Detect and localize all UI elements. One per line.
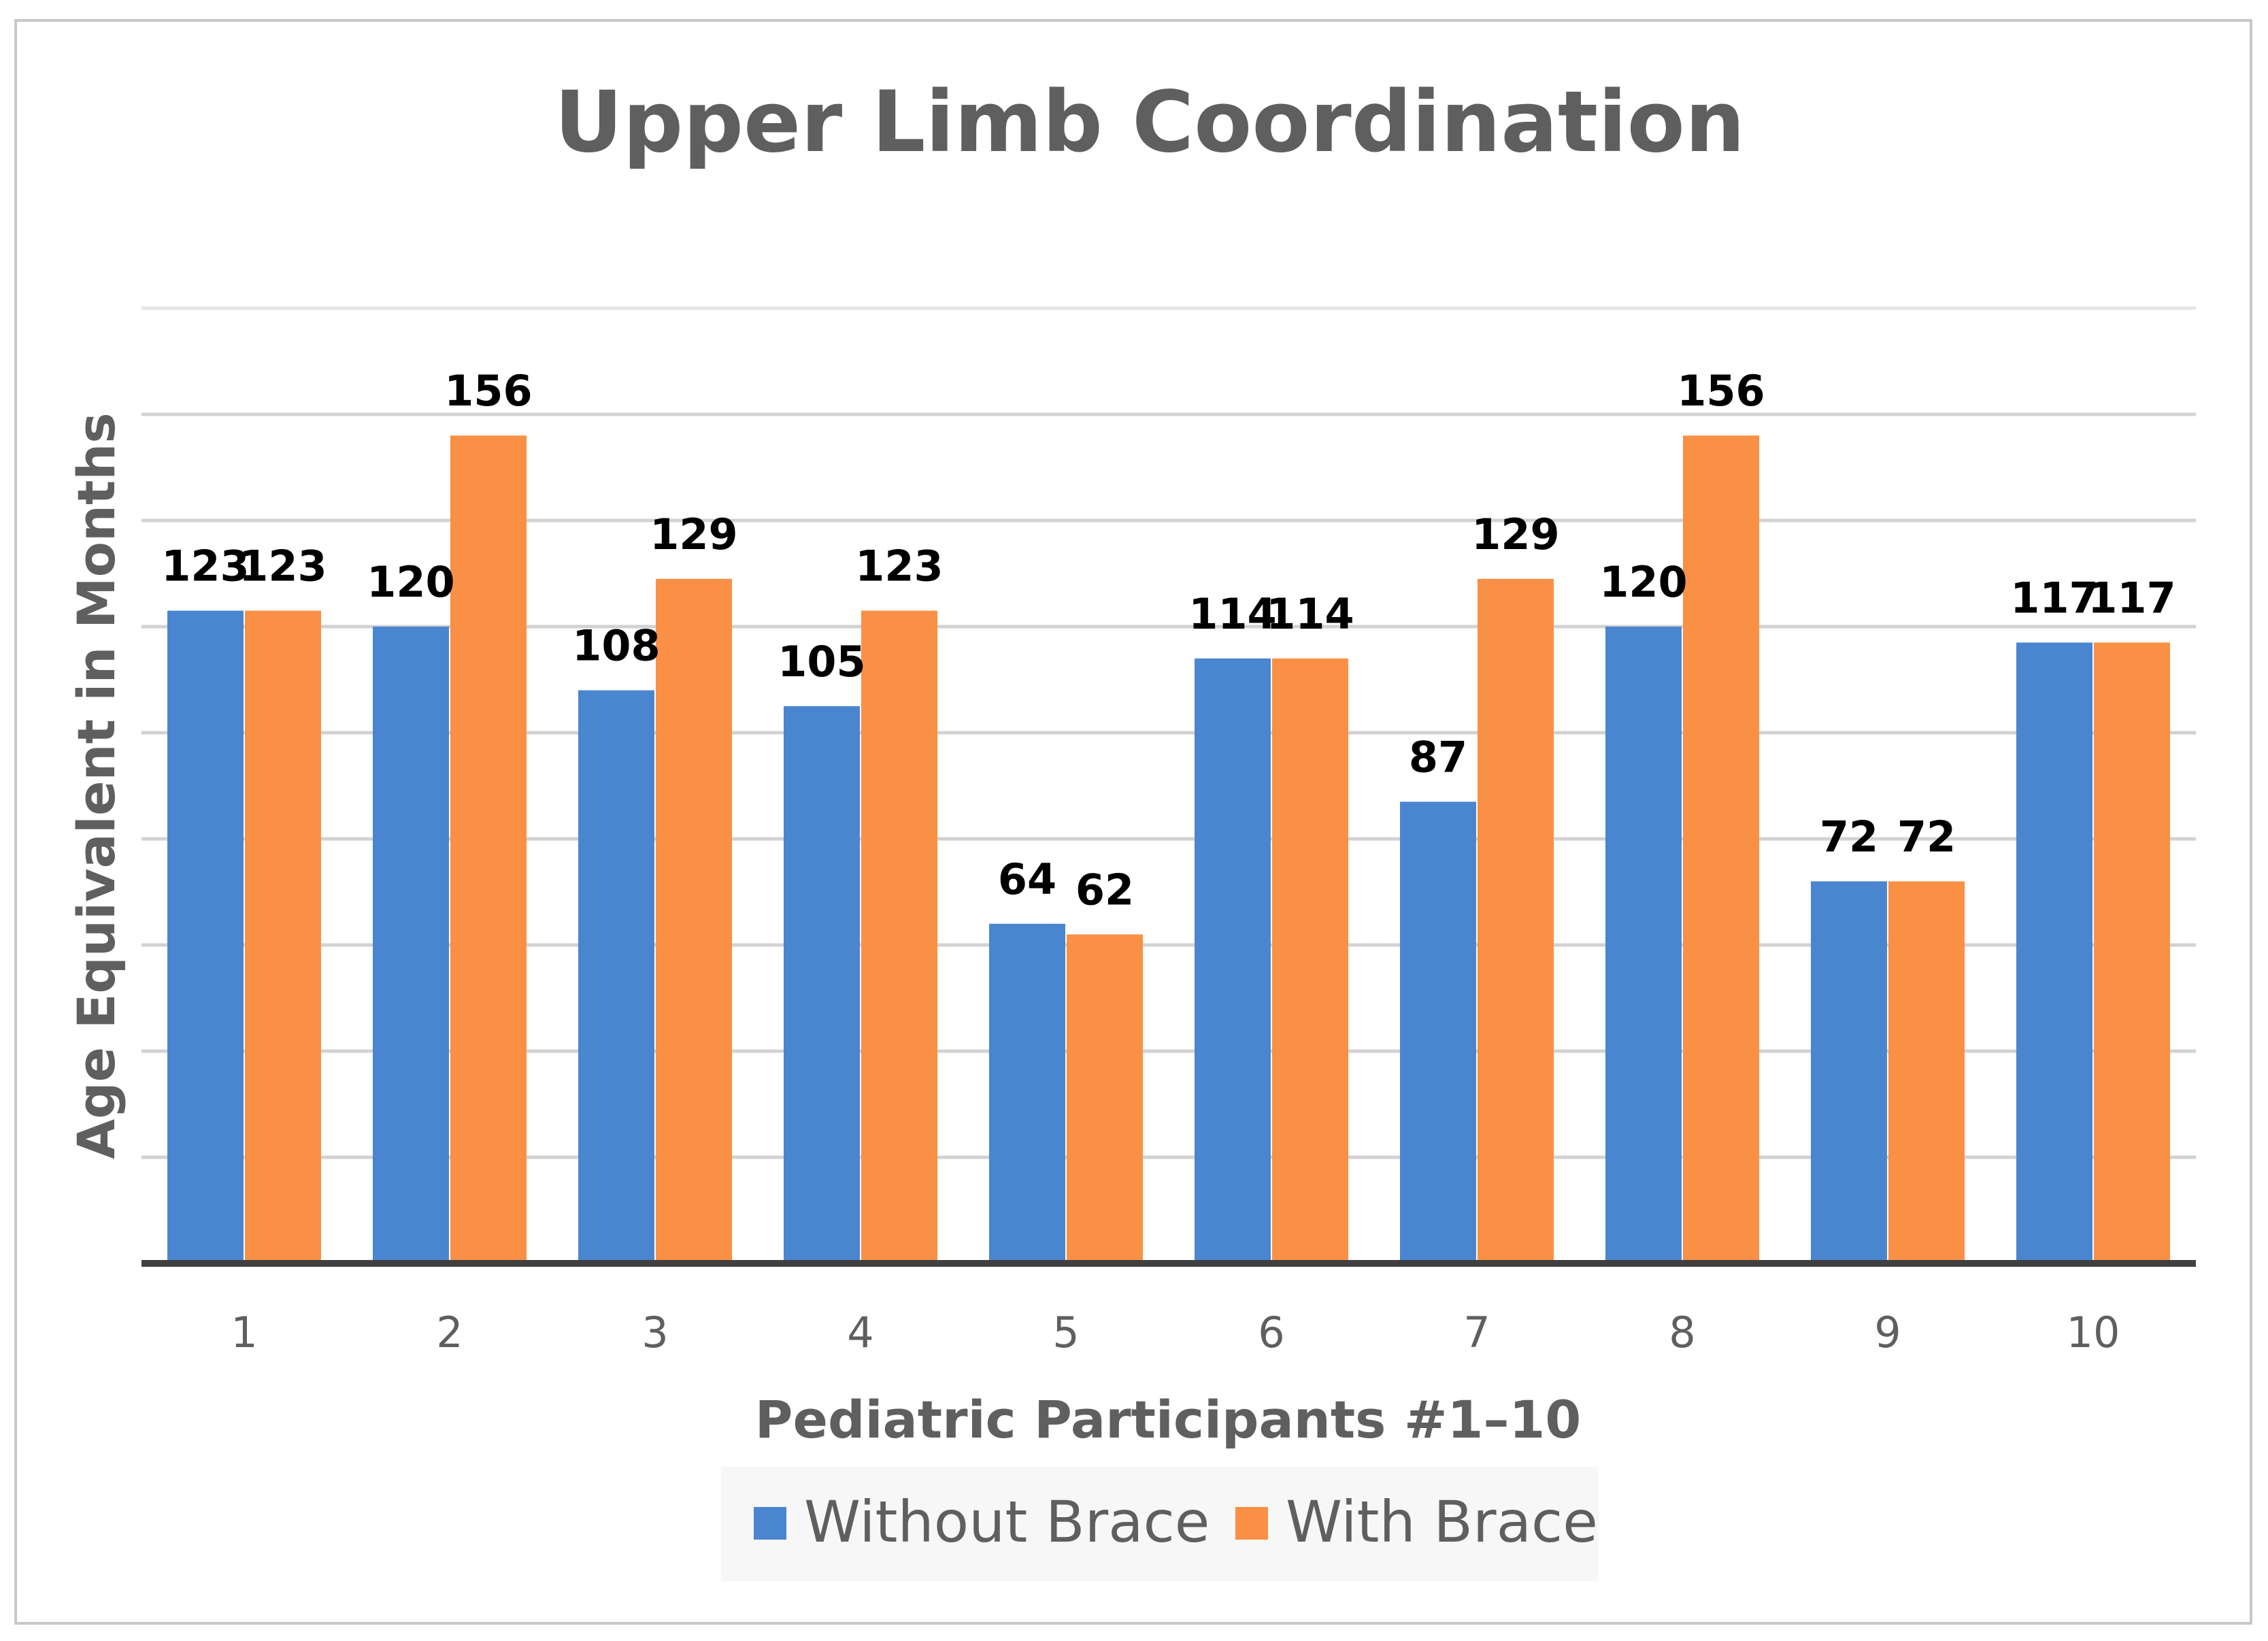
bar-with-brace-1 xyxy=(245,610,321,1263)
bar-without-brace-5 xyxy=(989,923,1065,1263)
data-label-without-brace-5: 64 xyxy=(998,855,1056,904)
x-tick-label: 9 xyxy=(1874,1308,1901,1357)
x-tick-labels: 1 2 3 4 5 6 7 8 9 10 xyxy=(231,1308,2120,1357)
data-label-without-brace-1: 123 xyxy=(161,542,249,591)
bar-with-brace-9 xyxy=(1888,881,1965,1263)
data-label-with-brace-2: 156 xyxy=(444,366,532,416)
data-label-with-brace-7: 129 xyxy=(1471,510,1559,559)
x-tick-label: 6 xyxy=(1258,1308,1284,1357)
bar-with-brace-6 xyxy=(1272,658,1348,1263)
data-label-with-brace-8: 156 xyxy=(1677,366,1765,416)
bar-without-brace-9 xyxy=(1811,881,1887,1263)
chart-title: Upper Limb Coordination xyxy=(554,73,1745,171)
legend-label-with-brace: With Brace xyxy=(1286,1489,1598,1555)
data-label-with-brace-1: 123 xyxy=(239,542,327,591)
x-tick-label: 2 xyxy=(436,1308,463,1357)
legend-swatch-with-brace xyxy=(1235,1507,1268,1540)
bar-with-brace-5 xyxy=(1067,934,1143,1263)
bars xyxy=(167,435,2170,1264)
x-tick-label: 8 xyxy=(1669,1308,1695,1357)
data-label-without-brace-10: 117 xyxy=(2010,573,2098,623)
legend-label-without-brace: Without Brace xyxy=(804,1489,1210,1555)
data-label-with-brace-9: 72 xyxy=(1897,812,1956,861)
data-label-with-brace-3: 129 xyxy=(650,510,737,559)
gridlines xyxy=(141,306,2196,1159)
data-label-without-brace-3: 108 xyxy=(572,621,660,671)
bar-without-brace-4 xyxy=(784,706,860,1263)
data-label-with-brace-6: 114 xyxy=(1266,589,1354,639)
bar-without-brace-10 xyxy=(2016,642,2092,1263)
bar-with-brace-10 xyxy=(2094,642,2170,1263)
bar-with-brace-7 xyxy=(1478,578,1554,1263)
data-label-with-brace-4: 123 xyxy=(855,542,943,591)
bar-without-brace-7 xyxy=(1400,801,1476,1263)
x-axis-title: Pediatric Participants #1–10 xyxy=(755,1389,1581,1450)
data-label-without-brace-6: 114 xyxy=(1188,589,1276,639)
x-tick-label: 7 xyxy=(1463,1308,1490,1357)
data-label-without-brace-4: 105 xyxy=(778,637,865,686)
legend-swatch-without-brace xyxy=(754,1507,786,1540)
legend: Without Brace With Brace xyxy=(721,1467,1599,1581)
data-label-with-brace-5: 62 xyxy=(1075,865,1134,914)
data-label-with-brace-10: 117 xyxy=(2088,573,2175,623)
bar-with-brace-3 xyxy=(656,578,732,1263)
data-label-without-brace-2: 120 xyxy=(367,557,454,607)
bar-with-brace-8 xyxy=(1683,435,1759,1264)
bar-with-brace-4 xyxy=(861,610,937,1263)
data-label-without-brace-7: 87 xyxy=(1409,732,1467,782)
bar-without-brace-3 xyxy=(578,690,654,1263)
x-tick-label: 4 xyxy=(847,1308,873,1357)
bar-with-brace-2 xyxy=(450,435,527,1264)
legend-background xyxy=(721,1467,1599,1581)
data-label-without-brace-8: 120 xyxy=(1599,557,1687,607)
bar-without-brace-6 xyxy=(1195,658,1271,1263)
y-axis-title: Age Equivalent in Months xyxy=(66,412,127,1159)
x-tick-label: 5 xyxy=(1052,1308,1079,1357)
bar-without-brace-2 xyxy=(373,627,449,1263)
x-tick-label: 3 xyxy=(641,1308,668,1357)
data-label-without-brace-9: 72 xyxy=(1820,812,1878,861)
bar-without-brace-1 xyxy=(167,610,244,1263)
bar-without-brace-8 xyxy=(1605,627,1682,1263)
x-tick-label: 1 xyxy=(231,1308,257,1357)
x-tick-label: 10 xyxy=(2067,1308,2120,1357)
